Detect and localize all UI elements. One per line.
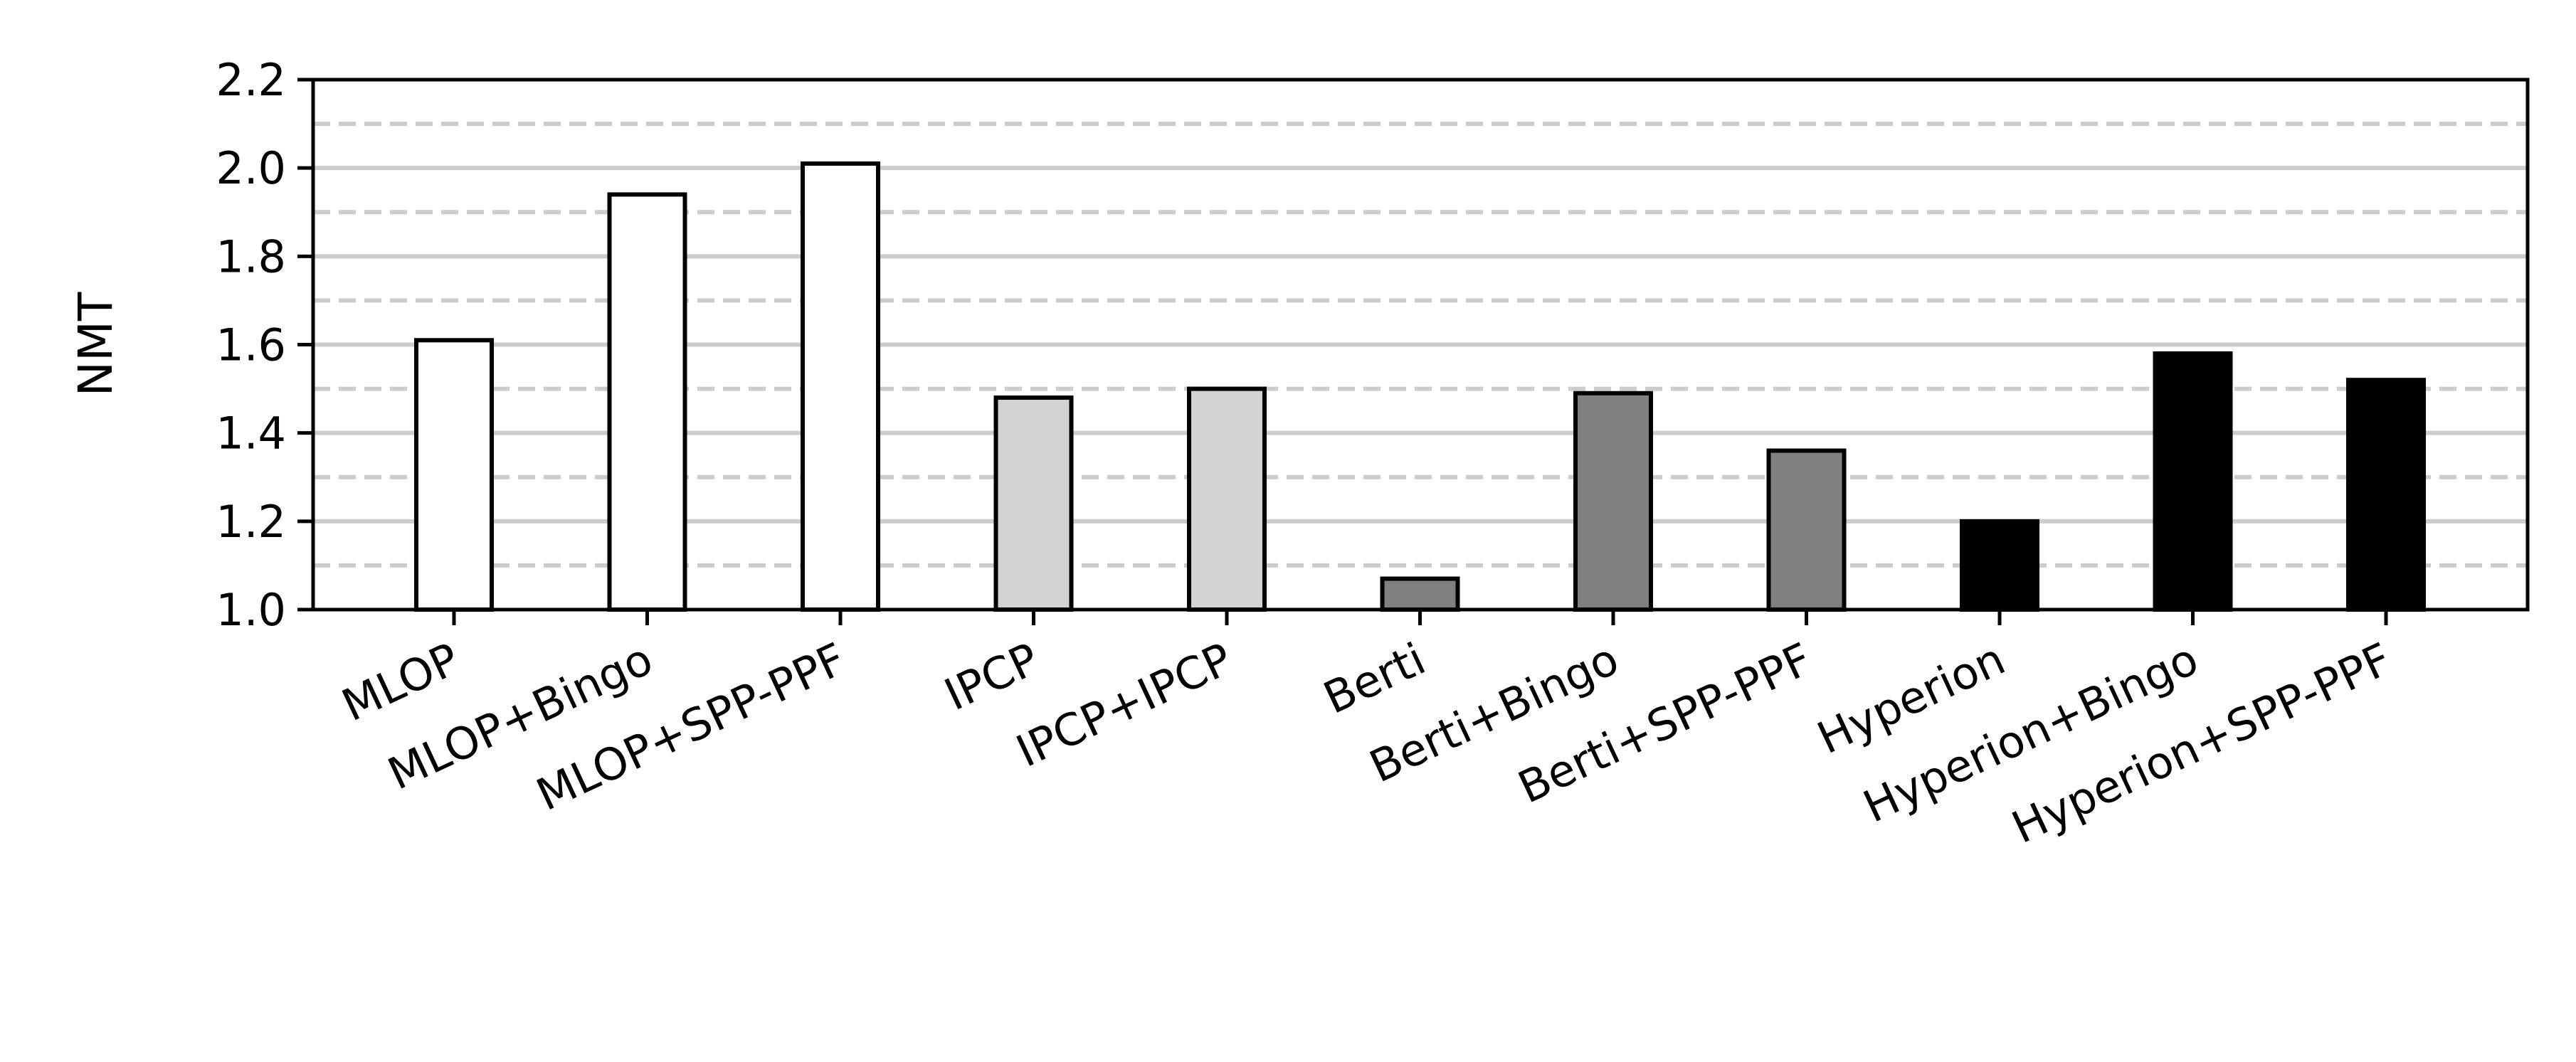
bar-hyperion-spp-ppf <box>2346 378 2426 612</box>
bar-mlop <box>414 338 494 612</box>
y-tick-label: 2.0 <box>216 142 286 194</box>
y-tick-label: 1.6 <box>216 319 286 371</box>
bar-berti <box>1380 576 1460 612</box>
y-axis: 1.0 1.2 1.4 1.6 1.8 2.0 2.2 <box>216 54 313 636</box>
x-tick-label: MLOP <box>334 632 468 731</box>
bar-ipcp-ipcp <box>1187 386 1267 612</box>
bar-mlop-bingo <box>607 192 687 612</box>
bar-ipcp <box>993 395 1074 612</box>
y-tick-label: 1.2 <box>216 496 286 548</box>
x-tick-label: IPCP+IPCP <box>1008 632 1240 777</box>
bar-hyperion <box>1960 519 2039 612</box>
y-tick-label: 2.2 <box>216 54 286 106</box>
bar-mlop-spp-ppf <box>801 161 880 612</box>
y-tick-label: 1.8 <box>216 230 286 282</box>
y-axis-label: NMT <box>68 292 123 396</box>
bar-hyperion-bingo <box>2153 351 2233 612</box>
x-tick-label: Berti <box>1316 632 1433 724</box>
bars <box>414 161 2426 612</box>
y-tick-label: 1.4 <box>216 408 286 460</box>
bar-berti-spp-ppf <box>1766 448 1847 612</box>
y-tick-label: 1.0 <box>216 584 286 636</box>
bar-berti-bingo <box>1573 391 1653 612</box>
x-tick-label: IPCP <box>936 632 1046 721</box>
